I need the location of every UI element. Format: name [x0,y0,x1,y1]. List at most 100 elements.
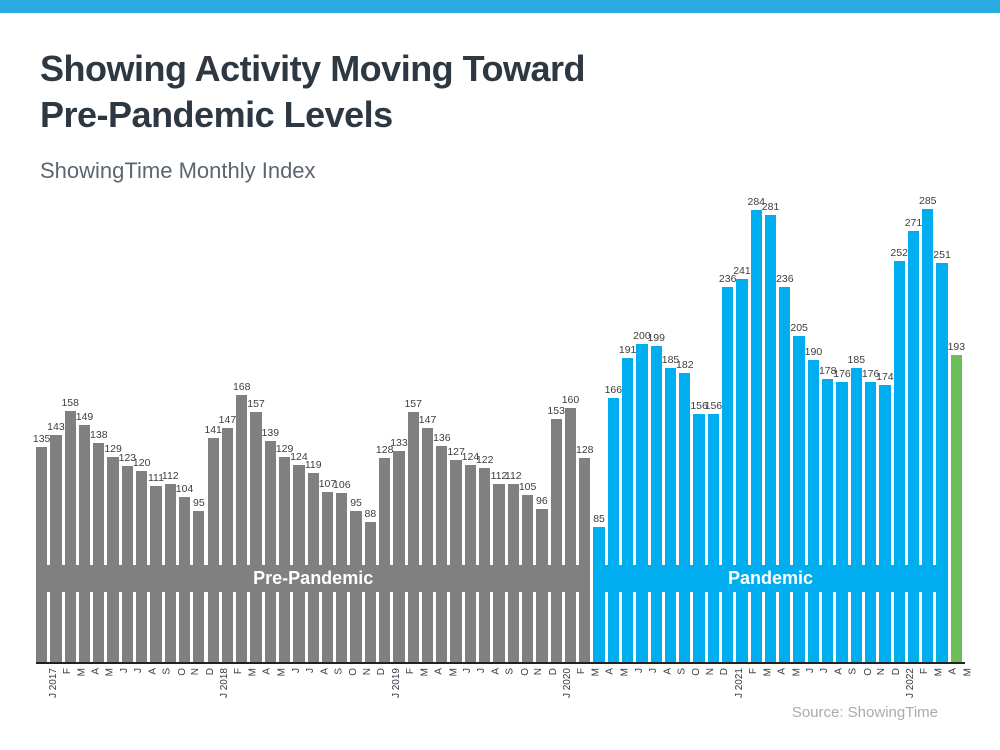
bar [636,344,648,662]
bar [722,286,734,662]
bar [864,382,877,662]
x-axis-label: J 2019 [390,668,402,699]
bar-value-label: 200 [633,330,651,342]
x-axis-label: M [447,668,459,677]
bar-value-label: 95 [193,496,205,509]
bar [278,456,291,662]
x-axis-label: D [547,668,559,676]
bar [621,358,634,662]
bar-value-label: 285 [919,194,937,207]
bar-value-label: 85 [593,512,605,525]
bar-value-label: 236 [718,272,737,285]
bar-value-label: 191 [618,344,637,357]
bar-value-label: 128 [375,444,394,457]
bar-value-label: 241 [733,264,751,277]
bar-value-label: 174 [876,371,894,384]
bar-value-label: 157 [404,398,422,411]
x-axis-label: S [848,668,860,675]
x-axis-label: N [362,668,374,676]
period-band-label-pandemic: Pandemic [728,568,814,588]
bar-value-label: 182 [676,358,694,371]
bar-value-label: 185 [661,353,680,366]
x-axis-label: A [433,668,445,675]
bar [64,410,76,662]
bar-value-label: 120 [132,457,151,470]
x-axis-label: J [304,668,316,673]
x-axis-label: N [190,668,202,676]
bar-value-label: 123 [118,452,137,465]
bar-value-label: 156 [704,399,723,412]
x-axis-label: N [533,668,545,676]
bar-value-label: 271 [904,217,923,230]
x-axis-label: J 2022 [905,668,917,699]
x-axis-label: O [862,668,874,676]
x-axis-label: F [576,668,588,675]
chart-subtitle: ShowingTime Monthly Index [40,158,316,183]
x-axis-label: J [133,668,145,673]
x-axis-label: M [247,668,259,677]
bar [221,428,234,662]
bar-value-label: 176 [861,368,880,381]
bar-value-label: 147 [418,414,437,427]
bar-value-label: 88 [364,508,377,521]
bar-value-label: 160 [561,393,580,406]
bar-value-label: 157 [247,398,265,411]
bar-value-label: 143 [47,420,65,433]
x-axis-label: J [819,668,831,673]
x-axis-label: O [176,668,188,676]
bar [50,434,62,662]
x-axis-label: J [476,668,488,673]
x-axis-label: M [419,668,431,677]
page-title-line2: Pre-Pandemic Levels [40,94,393,135]
x-axis-label: A [662,668,674,675]
bar [822,378,834,662]
x-axis-label: O [519,668,531,676]
x-axis-label: F [919,668,931,675]
bar [236,394,248,662]
bar [93,442,105,662]
bar [764,215,777,662]
bar [107,456,119,662]
bar-value-label: 127 [447,446,465,459]
bar [379,458,391,662]
x-axis-label: O [690,668,702,676]
bar-value-label: 168 [232,380,251,393]
x-axis-label: A [605,668,617,675]
bar-value-label: 112 [504,469,522,482]
source-attribution: Source: ShowingTime [791,704,938,721]
bar [736,278,748,662]
bar [579,458,591,662]
x-axis-label: D [890,668,902,676]
x-axis-label: D [204,668,216,676]
bar-value-label: 236 [776,272,794,285]
bar [121,466,134,662]
x-axis-label: A [776,668,788,675]
bar-value-label: 96 [536,495,548,508]
x-axis-label: M [104,668,116,677]
x-axis-label: S [505,668,516,675]
bar-value-label: 199 [647,331,665,344]
x-axis-label: F [233,668,245,675]
bar-value-label: 107 [318,477,337,490]
bar [836,382,848,662]
bar-value-label: 176 [833,368,851,381]
x-axis-label: S [162,668,173,675]
bar-value-label: 166 [604,384,623,397]
x-axis-label: A [490,668,502,675]
bar-value-label: 284 [747,196,766,209]
bar [264,441,276,662]
bar-value-label: 95 [350,496,362,509]
period-band-latest-month [950,565,962,592]
bar-value-label: 190 [804,345,823,358]
bar-value-label: 136 [433,431,451,444]
bar-value-label: 106 [333,479,351,492]
bar-value-label: 105 [518,481,537,494]
bar [779,286,791,662]
x-axis-label: D [376,668,388,676]
bar [693,413,705,662]
x-axis-label: S [333,668,345,675]
page-title: Showing Activity Moving Toward Pre-Pande… [40,46,920,138]
bar [664,367,677,662]
x-axis-label: M [790,668,802,677]
page-title-line1: Showing Activity Moving Toward [40,48,586,89]
